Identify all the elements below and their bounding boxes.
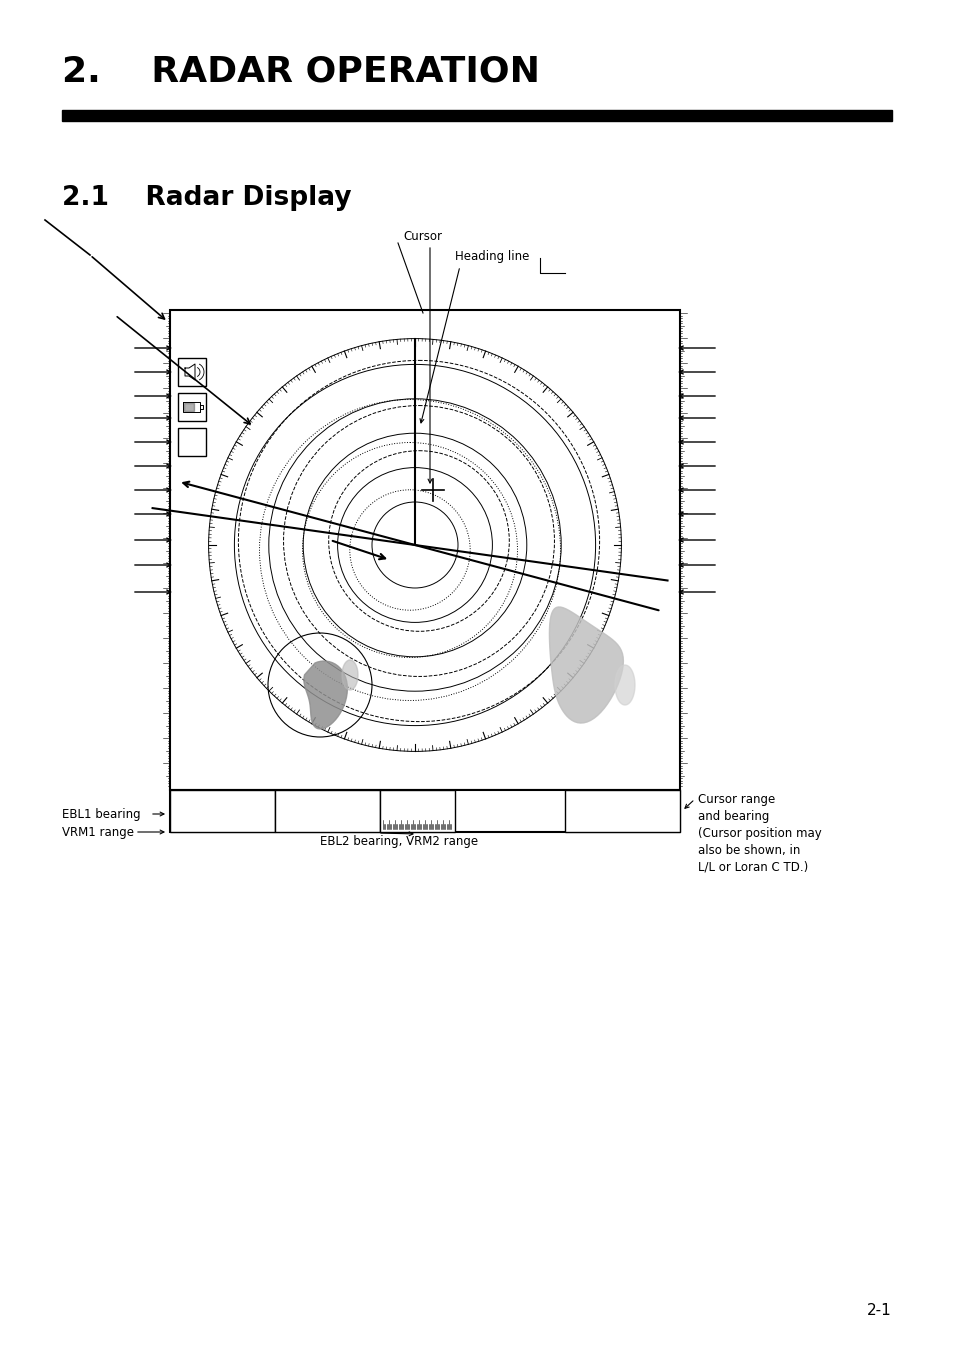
Bar (170, 309, 679, 790)
Text: 2.1    Radar Display: 2.1 Radar Display (62, 185, 352, 211)
Text: Cursor: Cursor (402, 230, 441, 243)
Polygon shape (549, 607, 622, 723)
Polygon shape (341, 661, 357, 690)
Polygon shape (615, 665, 635, 705)
Bar (274, 790, 379, 832)
Text: 2-1: 2-1 (866, 1302, 891, 1319)
Bar (564, 790, 679, 832)
Bar (62, 109, 891, 122)
Bar (178, 428, 206, 457)
Text: VRM1 range: VRM1 range (62, 825, 133, 839)
Text: EBL1 bearing: EBL1 bearing (62, 808, 140, 821)
Bar (178, 358, 206, 386)
Bar (178, 393, 206, 422)
Bar (170, 790, 274, 832)
Polygon shape (304, 661, 347, 730)
Bar (379, 790, 455, 832)
Text: Heading line: Heading line (455, 250, 529, 263)
Text: EBL2 bearing, VRM2 range: EBL2 bearing, VRM2 range (319, 835, 477, 848)
Text: 2.    RADAR OPERATION: 2. RADAR OPERATION (62, 55, 539, 89)
Text: Cursor range
and bearing
(Cursor position may
also be shown, in
L/L or Loran C T: Cursor range and bearing (Cursor positio… (698, 793, 821, 874)
Bar (170, 790, 679, 832)
